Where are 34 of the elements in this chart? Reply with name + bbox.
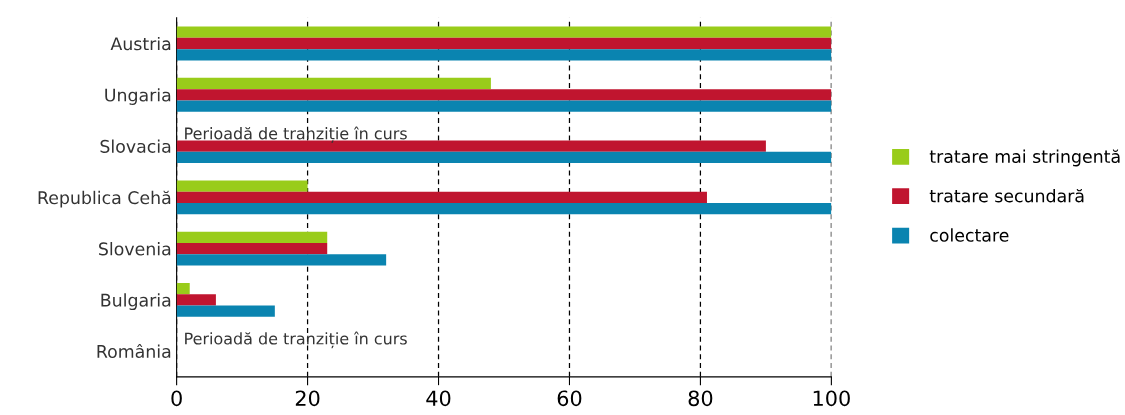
bar [176, 231, 328, 243]
bar [176, 100, 832, 112]
annotation: Perioadă de tranziție în curs [185, 126, 407, 144]
bar [176, 242, 328, 255]
y-tick-label: Ungaria [105, 88, 171, 105]
x-tick-label: 60 [557, 390, 582, 407]
bar [176, 77, 491, 90]
y-tick-label: Austria [110, 36, 171, 51]
bar [176, 254, 387, 266]
x-tick-label: 20 [295, 390, 320, 407]
x-tick-label: 0 [171, 390, 182, 407]
bar [176, 191, 707, 203]
bar [176, 202, 832, 215]
bar [176, 294, 216, 306]
legend-label: colectare [930, 228, 1009, 242]
legend-label: tratare mai stringentă [929, 149, 1120, 167]
y-tick-label: Republica Cehă [38, 190, 171, 208]
bar [176, 49, 832, 61]
bar [176, 26, 832, 38]
bar [176, 89, 832, 101]
y-tick-label: Slovacia [100, 139, 171, 153]
bar [176, 305, 275, 317]
y-tick-label: Slovenia [99, 242, 171, 256]
bar [176, 151, 832, 163]
x-tick-label: 40 [426, 390, 451, 407]
x-tick-label: 100 [813, 390, 850, 407]
y-tick-label: Bulgaria [101, 293, 171, 311]
y-tick-label: România [97, 343, 171, 359]
legend-label: tratare secundară [929, 188, 1084, 203]
bar [176, 282, 190, 295]
bar [176, 37, 832, 50]
bar [176, 180, 308, 192]
annotation: Perioadă de tranziție în curs [185, 331, 407, 349]
x-tick-label: 80 [688, 390, 713, 407]
